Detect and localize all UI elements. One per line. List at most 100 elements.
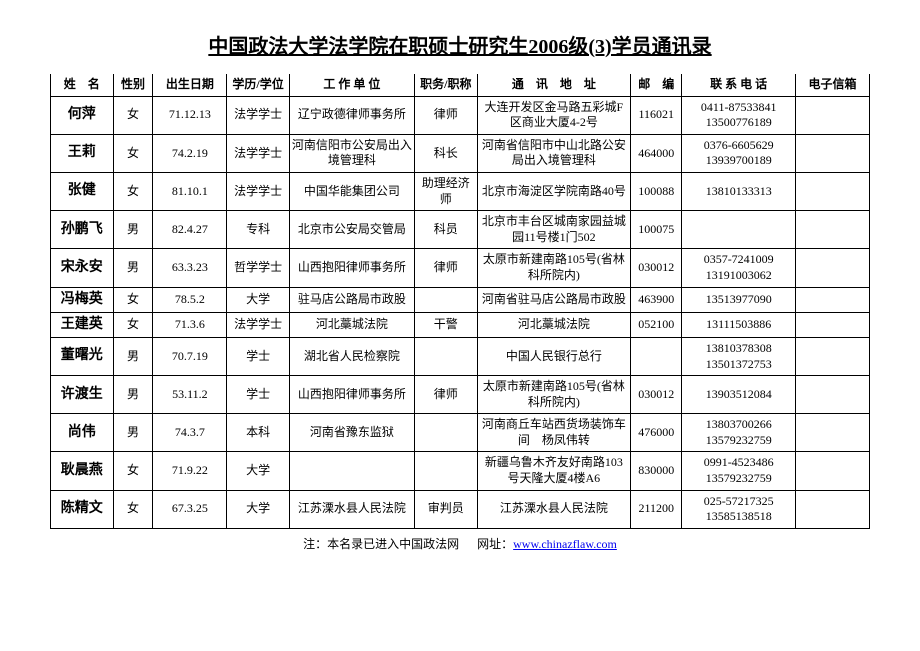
header-addr: 通 讯 地 址 [477,74,631,96]
table-row: 陈精文女67.3.25大学江苏溧水县人民法院审判员江苏溧水县人民法院211200… [51,490,870,528]
cell-name: 许渡生 [51,376,114,414]
cell-email [796,96,870,134]
header-gender: 性别 [113,74,153,96]
cell-birth: 82.4.27 [153,211,227,249]
cell-phone: 13513977090 [682,287,796,312]
cell-work: 中国华能集团公司 [289,172,414,210]
cell-name: 张健 [51,172,114,210]
cell-pos: 科长 [415,134,478,172]
cell-email [796,134,870,172]
table-row: 宋永安男63.3.23哲学学士山西抱阳律师事务所律师太原市新建南路105号(省林… [51,249,870,287]
cell-name: 孙鹏飞 [51,211,114,249]
cell-gender: 女 [113,96,153,134]
cell-post: 100088 [631,172,682,210]
cell-post: 100075 [631,211,682,249]
cell-gender: 女 [113,490,153,528]
cell-post [631,337,682,375]
cell-post: 211200 [631,490,682,528]
cell-email [796,211,870,249]
cell-phone: 0991-4523486 13579232759 [682,452,796,490]
cell-addr: 大连开发区金马路五彩城F区商业大厦4-2号 [477,96,631,134]
cell-birth: 71.3.6 [153,312,227,337]
cell-edu: 法学学士 [227,96,290,134]
cell-name: 冯梅英 [51,287,114,312]
cell-birth: 81.10.1 [153,172,227,210]
cell-addr: 河南商丘车站西货场装饰车间 杨凤伟转 [477,414,631,452]
cell-pos: 律师 [415,376,478,414]
table-row: 董曙光男70.7.19学士湖北省人民检察院中国人民银行总行13810378308… [51,337,870,375]
cell-email [796,376,870,414]
cell-birth: 78.5.2 [153,287,227,312]
cell-edu: 大学 [227,490,290,528]
cell-addr: 中国人民银行总行 [477,337,631,375]
cell-work: 山西抱阳律师事务所 [289,249,414,287]
cell-phone: 025-57217325 13585138518 [682,490,796,528]
cell-pos: 律师 [415,249,478,287]
table-row: 何萍女71.12.13法学学士辽宁政德律师事务所律师大连开发区金马路五彩城F区商… [51,96,870,134]
cell-email [796,337,870,375]
header-edu: 学历/学位 [227,74,290,96]
cell-birth: 70.7.19 [153,337,227,375]
cell-email [796,490,870,528]
cell-gender: 男 [113,414,153,452]
cell-addr: 北京市海淀区学院南路40号 [477,172,631,210]
cell-birth: 53.11.2 [153,376,227,414]
cell-pos [415,337,478,375]
cell-phone: 13810133313 [682,172,796,210]
cell-edu: 法学学士 [227,312,290,337]
cell-addr: 太原市新建南路105号(省林科所院内) [477,249,631,287]
cell-edu: 法学学士 [227,134,290,172]
cell-work: 驻马店公路局市政股 [289,287,414,312]
cell-pos [415,287,478,312]
cell-email [796,452,870,490]
cell-edu: 大学 [227,452,290,490]
cell-pos: 干警 [415,312,478,337]
cell-post: 030012 [631,376,682,414]
cell-gender: 男 [113,376,153,414]
cell-work: 河南省豫东监狱 [289,414,414,452]
cell-edu: 本科 [227,414,290,452]
footer-link[interactable]: www.chinazflaw.com [513,537,617,551]
footer-note: 注：本名录已进入中国政法网 网址：www.chinazflaw.com [50,535,870,552]
cell-pos: 律师 [415,96,478,134]
footer-link-label: 网址： [477,537,513,551]
cell-edu: 专科 [227,211,290,249]
cell-name: 尚伟 [51,414,114,452]
cell-name: 宋永安 [51,249,114,287]
cell-email [796,249,870,287]
cell-phone: 13810378308 13501372753 [682,337,796,375]
cell-gender: 男 [113,211,153,249]
cell-phone: 13111503886 [682,312,796,337]
cell-work: 山西抱阳律师事务所 [289,376,414,414]
cell-edu: 哲学学士 [227,249,290,287]
header-email: 电子信箱 [796,74,870,96]
page-title: 中国政法大学法学院在职硕士研究生2006级(3)学员通讯录 [50,30,870,59]
cell-addr: 河南省驻马店公路局市政股 [477,287,631,312]
table-row: 张健女81.10.1法学学士中国华能集团公司助理经济师北京市海淀区学院南路40号… [51,172,870,210]
cell-pos: 科员 [415,211,478,249]
header-birth: 出生日期 [153,74,227,96]
cell-gender: 女 [113,452,153,490]
header-phone: 联 系 电 话 [682,74,796,96]
cell-work [289,452,414,490]
cell-gender: 男 [113,337,153,375]
cell-post: 830000 [631,452,682,490]
cell-email [796,172,870,210]
cell-gender: 男 [113,249,153,287]
table-row: 王建英女71.3.6法学学士河北藁城法院干警河北藁城法院052100131115… [51,312,870,337]
header-post: 邮 编 [631,74,682,96]
cell-post: 464000 [631,134,682,172]
cell-post: 116021 [631,96,682,134]
cell-name: 何萍 [51,96,114,134]
cell-name: 董曙光 [51,337,114,375]
cell-email [796,312,870,337]
cell-name: 王建英 [51,312,114,337]
contacts-table: 姓 名 性别 出生日期 学历/学位 工 作 单 位 职务/职称 通 讯 地 址 … [50,74,870,529]
cell-addr: 河南省信阳市中山北路公安局出入境管理科 [477,134,631,172]
cell-addr: 河北藁城法院 [477,312,631,337]
header-pos: 职务/职称 [415,74,478,96]
cell-addr: 新疆乌鲁木齐友好南路103号天隆大厦4楼A6 [477,452,631,490]
cell-name: 耿晨燕 [51,452,114,490]
cell-addr: 北京市丰台区城南家园益城园11号楼1门502 [477,211,631,249]
cell-birth: 71.9.22 [153,452,227,490]
